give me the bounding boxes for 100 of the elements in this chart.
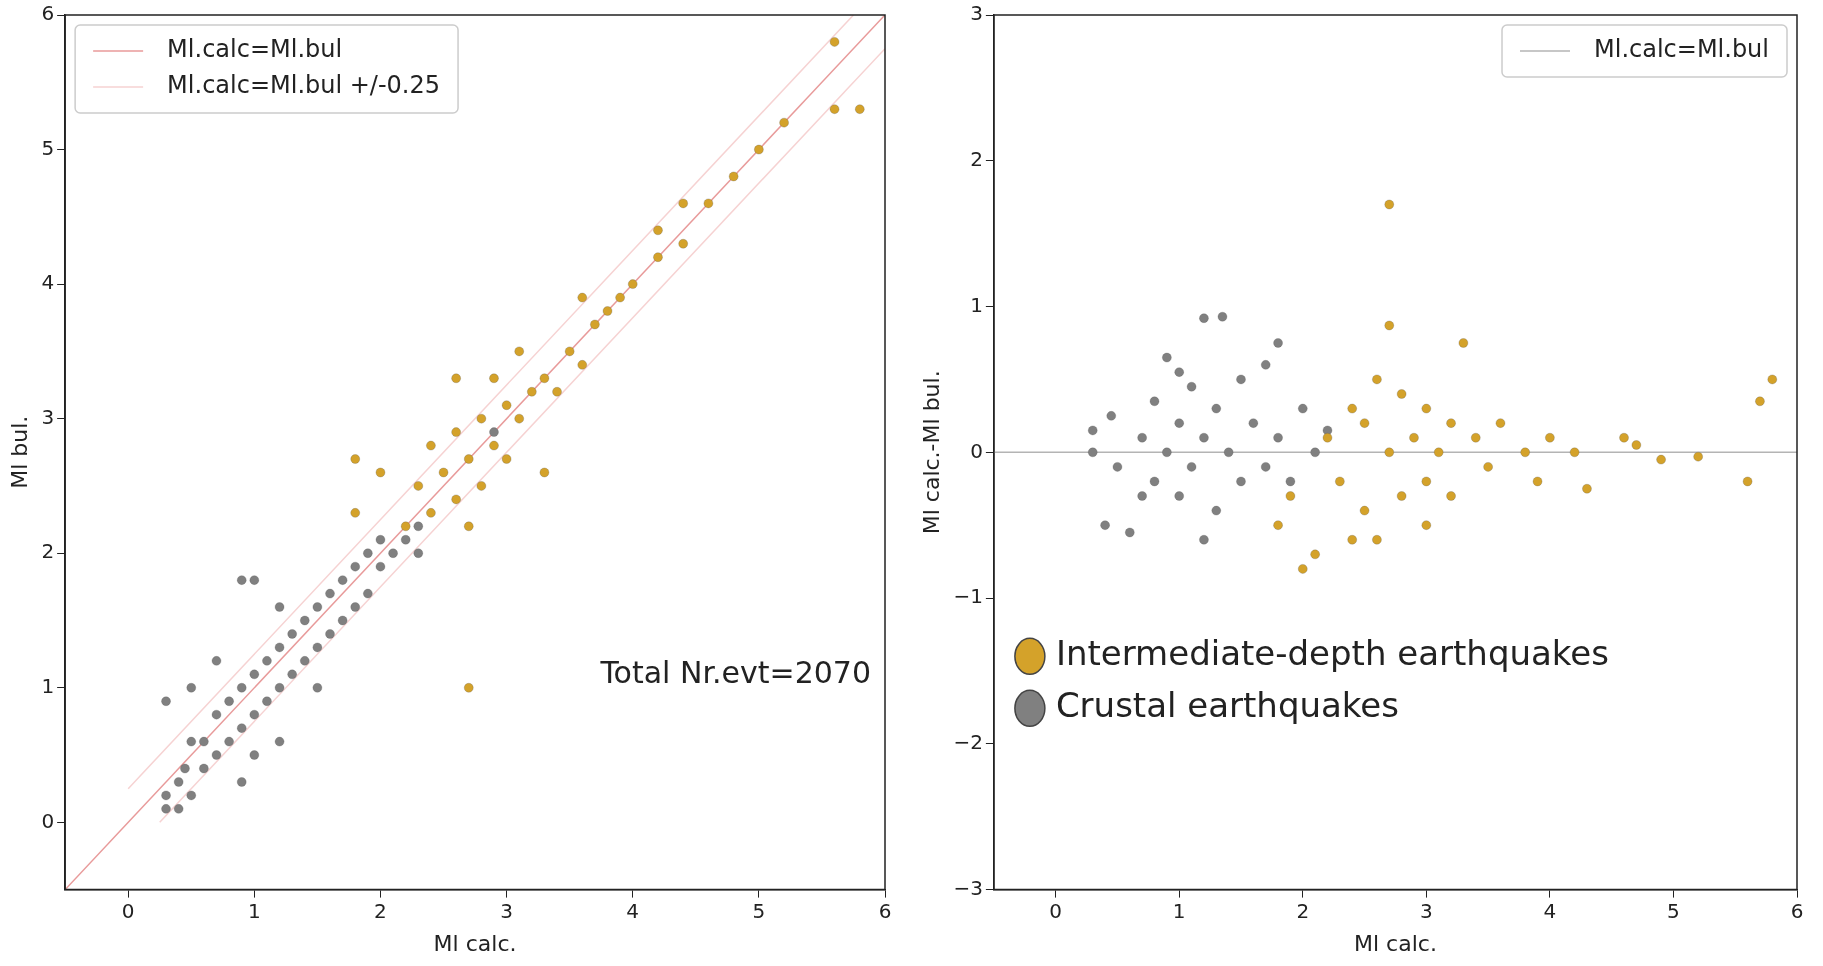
point (274, 602, 285, 612)
point (1582, 483, 1592, 494)
point (615, 292, 625, 303)
point (1446, 418, 1456, 428)
point (287, 629, 297, 639)
y-tick-label: −1 (953, 584, 983, 609)
point (161, 696, 171, 706)
point (451, 427, 461, 437)
point (1384, 447, 1395, 458)
y-tick-label: 0 (41, 808, 55, 833)
y-tick-label: 2 (41, 539, 55, 564)
point (501, 454, 512, 464)
point (464, 454, 474, 464)
point (426, 440, 436, 451)
y-tick-label: 1 (970, 292, 983, 317)
point (1260, 360, 1271, 370)
point (274, 736, 285, 747)
point (363, 588, 373, 599)
point (173, 777, 184, 787)
point (1217, 311, 1228, 322)
point (476, 413, 487, 424)
point (180, 763, 190, 774)
x-tick-label: 3 (500, 898, 513, 923)
point (199, 736, 209, 747)
point (274, 642, 285, 653)
x-tick-label: 5 (752, 898, 766, 923)
point (577, 360, 588, 370)
point (325, 588, 335, 599)
point (1285, 491, 1296, 501)
point (1433, 447, 1444, 458)
point (262, 696, 272, 706)
point (375, 467, 386, 478)
x-tick-label: 2 (374, 898, 387, 923)
point (1125, 527, 1135, 538)
point (312, 602, 323, 612)
point (350, 561, 360, 572)
point (413, 521, 424, 532)
point (186, 790, 197, 801)
x-tick-label: 4 (1543, 898, 1557, 923)
point (211, 656, 222, 666)
point (1273, 338, 1283, 348)
point (262, 656, 272, 666)
point (1384, 199, 1395, 210)
point (249, 575, 260, 585)
point (211, 750, 222, 760)
point (1409, 432, 1419, 443)
point (1106, 411, 1117, 421)
y-tick-label: 5 (41, 135, 55, 160)
point (1372, 535, 1382, 545)
y-axis-title: Ml bul. (6, 415, 32, 489)
point (489, 440, 499, 451)
point (855, 104, 865, 114)
point (236, 683, 247, 693)
point (1199, 535, 1209, 545)
point (1199, 432, 1209, 443)
point (287, 669, 297, 680)
point (413, 548, 424, 558)
point (224, 696, 234, 706)
point (1149, 476, 1160, 487)
point (1421, 520, 1432, 530)
point (1767, 374, 1778, 385)
point (1372, 374, 1382, 385)
point (464, 521, 474, 532)
point (653, 225, 663, 236)
point (1211, 403, 1222, 414)
point (539, 467, 550, 478)
point (1520, 447, 1530, 458)
point (653, 252, 663, 262)
point (413, 481, 424, 491)
point (300, 656, 310, 666)
point (627, 279, 638, 289)
point (1273, 432, 1283, 443)
point (527, 387, 537, 397)
point (236, 723, 247, 733)
point (1310, 549, 1320, 560)
point (388, 548, 398, 558)
legend-label: Intermediate-depth earthquakes (1055, 633, 1609, 674)
y-tick-label: 3 (41, 404, 55, 429)
point (426, 508, 436, 518)
point (501, 400, 512, 410)
point (1742, 476, 1753, 487)
point (224, 736, 234, 747)
point (1137, 432, 1147, 443)
point (1335, 476, 1345, 487)
point (1495, 418, 1506, 428)
point (1087, 425, 1098, 436)
y-tick-label: 2 (970, 146, 983, 171)
point (1347, 535, 1357, 545)
point (1236, 476, 1246, 487)
x-tick-label: 0 (1049, 898, 1063, 923)
point (1248, 418, 1259, 428)
point (199, 763, 209, 774)
x-tick-label: 0 (121, 898, 135, 923)
point (300, 615, 310, 626)
point (350, 508, 360, 518)
point (779, 117, 789, 128)
point (754, 144, 764, 155)
point (829, 37, 840, 47)
x-tick-label: 6 (1790, 898, 1804, 923)
y-tick-label: 1 (41, 673, 55, 698)
